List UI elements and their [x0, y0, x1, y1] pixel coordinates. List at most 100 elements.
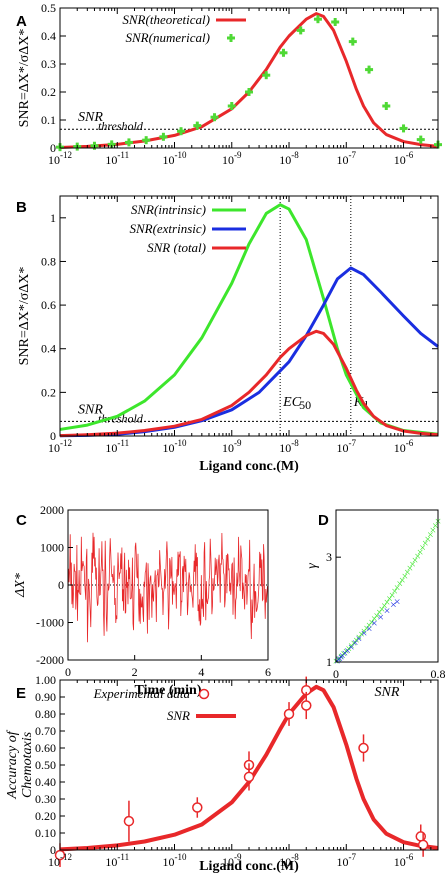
data-point: ×: [412, 553, 419, 567]
data-point: ×: [399, 573, 406, 587]
data-point: ×: [356, 631, 363, 645]
x-tick-label: 10-7: [337, 852, 357, 869]
data-point: ×: [391, 584, 398, 598]
y-tick-label: 0.70: [35, 724, 56, 738]
data-point: ×: [409, 557, 416, 571]
data-point: ×: [342, 646, 349, 660]
data-point: ×: [339, 649, 346, 663]
y-tick-label: 0.3: [41, 57, 56, 71]
x-tick-label: 10-10: [163, 438, 187, 455]
legend-label: SNR: [167, 708, 190, 723]
data-point: ×: [389, 588, 396, 602]
data-point: ×: [371, 616, 378, 630]
data-point: ×: [361, 626, 368, 640]
data-point: [245, 88, 253, 96]
plot-frame-D: [335, 509, 439, 663]
data-point: ×: [404, 565, 411, 579]
data-point: [415, 831, 427, 842]
data-point: [142, 136, 151, 145]
data-point: ×: [384, 595, 391, 609]
legend-swatch: [198, 688, 210, 700]
data-point: [227, 102, 236, 110]
data-point: ×: [343, 644, 350, 658]
data-point: ×: [335, 652, 342, 666]
x-tick-label: 10-8: [279, 150, 299, 167]
y-tick-label: 0.40: [35, 775, 56, 789]
data-point: [54, 849, 66, 861]
data-point: ×: [394, 595, 401, 609]
data-point: [262, 71, 271, 80]
data-point: ×: [368, 615, 375, 629]
y-axis-label-group: γ: [305, 563, 320, 569]
y-tick-label: 1: [326, 655, 332, 669]
threshold-sub: threshold: [98, 119, 144, 133]
legend-label: SNR(intrinsic): [131, 202, 206, 217]
data-point: [313, 15, 322, 24]
data-point: [348, 37, 357, 46]
data-point: ×: [394, 580, 401, 594]
y-tick-label: 0.1: [41, 113, 56, 127]
x-tick-label: 10-12: [48, 438, 72, 455]
data-point: ×: [356, 630, 363, 644]
x-tick-label: 10-10: [163, 150, 187, 167]
x-tick-label: 10-10: [163, 852, 187, 869]
y-tick-label: 0.60: [35, 741, 56, 755]
data-point: [279, 48, 288, 57]
reference-sub: 50: [299, 398, 311, 412]
series-line: [59, 329, 439, 438]
panel-label-C: C: [16, 512, 27, 529]
x-axis-label: Time (min): [134, 683, 201, 698]
data-point: ×: [371, 612, 378, 626]
y-tick-label: 0.10: [35, 826, 56, 840]
y-tick-label: 0: [50, 843, 56, 857]
data-point: ×: [348, 640, 355, 654]
data-point: ×: [424, 532, 431, 546]
data-point: ×: [414, 549, 421, 563]
x-axis-label: SNR: [375, 685, 400, 700]
y-tick-label: 2000: [40, 503, 64, 517]
data-point: ×: [381, 598, 388, 612]
x-tick-label: 10-6: [394, 150, 414, 167]
panel-label-D: D: [318, 512, 329, 529]
data-point: ×: [348, 639, 355, 653]
y-tick-label: -2000: [36, 653, 64, 667]
panel-label-B: B: [16, 199, 27, 216]
x-tick-label: 10-6: [394, 852, 414, 869]
legend-label: Experimental data: [93, 686, 191, 701]
data-point: ×: [344, 643, 351, 657]
data-point: ×: [361, 624, 368, 638]
data-point: ×: [390, 597, 397, 611]
x-axis-label: Ligand conc.(M): [199, 859, 299, 873]
x-tick-label: 10-9: [222, 438, 242, 455]
data-point: [192, 802, 203, 813]
y-tick-label: 1000: [40, 541, 64, 555]
data-point: ×: [373, 608, 380, 622]
legend-label: SNR(extrinsic): [129, 221, 206, 236]
y-axis-label: γ: [305, 563, 320, 569]
y-tick-label: 0.20: [35, 809, 56, 823]
x-tick-label: 0: [333, 667, 339, 681]
data-point: [283, 708, 295, 720]
data-point: ×: [338, 649, 345, 663]
y-tick-label: 0.90: [35, 690, 56, 704]
y-tick-label: 0.80: [35, 707, 56, 721]
threshold-label: SNR: [78, 110, 103, 125]
x-tick-label: 10-12: [48, 150, 72, 167]
data-point: [331, 18, 340, 26]
y-axis-label: SNR=ΔX*/σΔX*: [17, 267, 32, 366]
x-tick-label: 2: [132, 665, 138, 679]
data-point: ×: [396, 577, 403, 591]
x-tick-label: 10-8: [279, 438, 299, 455]
data-point: ×: [427, 527, 434, 541]
y-axis-label-group: Accuracy of Chemotaxis: [5, 729, 35, 799]
y-axis-label-group: SNR=ΔX*/σΔX*: [17, 267, 32, 366]
y-tick-label: 0: [50, 429, 56, 443]
data-point: ×: [422, 536, 429, 550]
data-point: [358, 742, 369, 754]
x-tick-label: 0.8: [431, 667, 446, 681]
x-tick-label: 4: [198, 665, 204, 679]
threshold-sub: threshold: [98, 411, 144, 425]
x-tick-label: 10-11: [105, 438, 129, 455]
y-tick-label: 1.00: [35, 673, 56, 687]
